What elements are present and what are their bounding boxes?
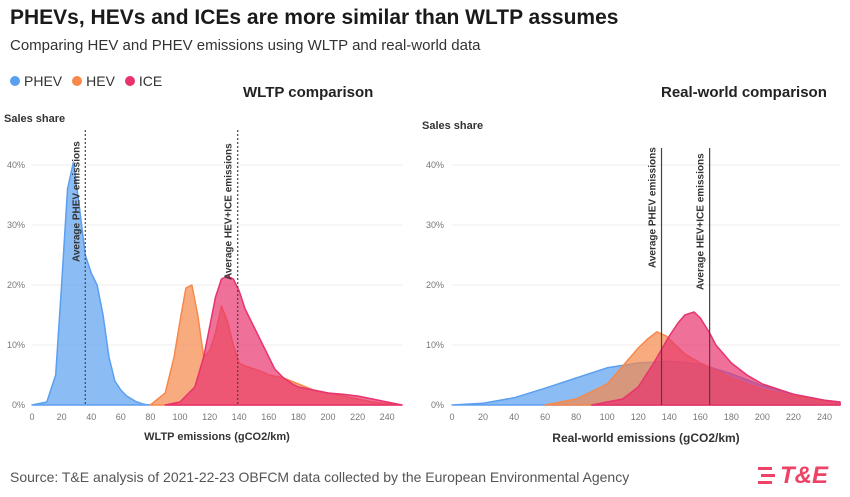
source-note: Source: T&E analysis of 2021-22-23 OBFCM… <box>10 469 630 485</box>
wltp-annotation-label: Average PHEV emissions <box>71 141 82 262</box>
wltp-area-phev <box>31 161 152 406</box>
wltp-xtick-label: 40 <box>86 412 96 422</box>
legend: PHEV HEV ICE <box>10 73 162 89</box>
real-world-xtick-label: 80 <box>571 412 581 422</box>
real-world-xtick-label: 180 <box>724 412 739 422</box>
chart-subtitle: Comparing HEV and PHEV emissions using W… <box>10 37 481 54</box>
wltp-xtick-label: 240 <box>380 412 395 422</box>
real-world-ytick-label: 0% <box>431 400 444 410</box>
legend-item-hev: HEV <box>72 73 115 89</box>
wltp-ytick-label: 30% <box>7 220 25 230</box>
wltp-ytick-label: 20% <box>7 280 25 290</box>
real-world-xtick-label: 0 <box>449 412 454 422</box>
wltp-xtick-label: 60 <box>116 412 126 422</box>
real-world-ytick-label: 10% <box>426 340 444 350</box>
legend-label-ice: ICE <box>138 73 163 89</box>
te-logo-text: T&E <box>780 462 828 489</box>
real-world-ytick-label: 40% <box>426 160 444 170</box>
legend-swatch-ice <box>124 76 135 86</box>
legend-label-phev: PHEV <box>24 73 63 89</box>
real-world-xtick-label: 60 <box>540 412 550 422</box>
wltp-xtick-label: 0 <box>29 412 34 422</box>
wltp-xtick-label: 160 <box>261 412 276 422</box>
real-world-xtick-label: 120 <box>631 412 646 422</box>
wltp-xtick-label: 100 <box>172 412 187 422</box>
wltp-ytick-label: 0% <box>12 400 25 410</box>
te-logo-mark <box>758 467 775 484</box>
real-world-xtick-label: 160 <box>693 412 708 422</box>
wltp-ytick-label: 10% <box>7 340 25 350</box>
wltp-panel-title: WLTP comparison <box>243 84 374 101</box>
wltp-xtick-label: 20 <box>57 412 67 422</box>
wltp-xtick-label: 220 <box>350 412 365 422</box>
wltp-xtick-label: 180 <box>291 412 306 422</box>
real-world-xtick-label: 140 <box>662 412 677 422</box>
wltp-xtick-label: 200 <box>320 412 335 422</box>
real-world-xtick-label: 40 <box>509 412 519 422</box>
legend-swatch-hev <box>72 76 83 86</box>
wltp-xtick-label: 140 <box>232 412 247 422</box>
wltp-ylabel: Sales share <box>4 113 65 125</box>
wltp-area-ice <box>164 275 403 406</box>
real-world-ytick-label: 30% <box>426 220 444 230</box>
legend-label-hev: HEV <box>86 73 115 89</box>
wltp-annotation-label: Average HEV+ICE emissions <box>224 143 235 280</box>
te-logo: T&E <box>758 462 828 490</box>
real-world-xtick-label: 100 <box>600 412 615 422</box>
legend-swatch-phev <box>10 76 20 86</box>
real-world-xtick-label: 220 <box>786 412 801 422</box>
wltp-xtick-label: 120 <box>202 412 217 422</box>
legend-item-ice: ICE <box>124 73 163 89</box>
wltp-xlabel: WLTP emissions (gCO2/km) <box>144 431 290 443</box>
wltp-ytick-label: 40% <box>7 160 25 170</box>
real-world-xtick-label: 20 <box>478 412 488 422</box>
real-world-xlabel: Real-world emissions (gCO2/km) <box>552 431 739 445</box>
real-world-ylabel: Sales share <box>422 120 483 132</box>
legend-item-phev: PHEV <box>10 73 62 89</box>
wltp-xtick-label: 80 <box>145 412 155 422</box>
real-world-annotation-label: Average PHEV emissions <box>648 147 659 268</box>
real-world-xtick-label: 240 <box>817 412 832 422</box>
real-world-annotation-label: Average HEV+ICE emissions <box>696 153 707 290</box>
chart-title: PHEVs, HEVs and ICEs are more similar th… <box>10 6 619 29</box>
real-world-ytick-label: 20% <box>426 280 444 290</box>
real-world-xtick-label: 200 <box>755 412 770 422</box>
real-world-panel-title: Real-world comparison <box>661 84 827 101</box>
